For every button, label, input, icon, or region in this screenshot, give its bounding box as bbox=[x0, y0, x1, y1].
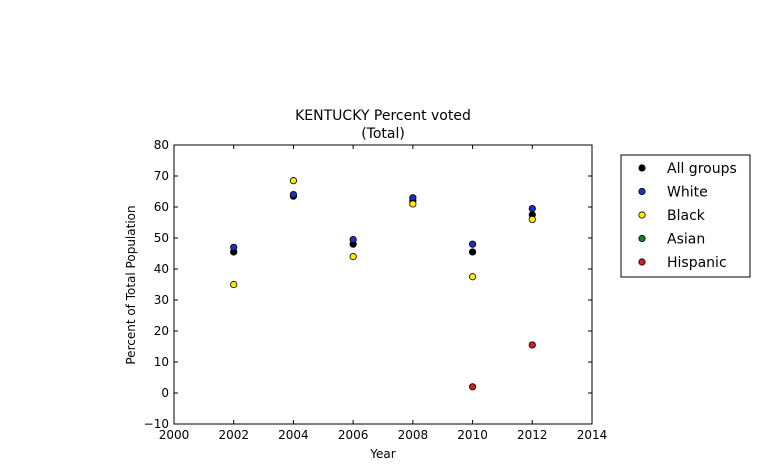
point-hispanic bbox=[468, 383, 477, 391]
y-tick-label: 0 bbox=[161, 386, 169, 400]
y-tick-label: 30 bbox=[154, 293, 169, 307]
y-tick-label: 70 bbox=[154, 169, 169, 183]
plot-area bbox=[173, 144, 593, 425]
legend-label-hispanic: Hispanic bbox=[667, 255, 727, 271]
y-axis-label: Percent of Total Population bbox=[124, 205, 138, 364]
y-tick-label: −10 bbox=[144, 417, 169, 431]
x-tick-label: 2014 bbox=[577, 428, 608, 442]
legend: All groups White Black Asian Hispanic bbox=[620, 154, 751, 278]
y-tick-label: 20 bbox=[154, 324, 169, 338]
point-black bbox=[528, 215, 536, 223]
point-white bbox=[468, 240, 477, 248]
x-tick-label: 2012 bbox=[517, 428, 548, 442]
point-white bbox=[528, 204, 536, 213]
point-hispanic bbox=[528, 341, 536, 349]
legend-marker-asian bbox=[638, 234, 646, 243]
point-black bbox=[468, 273, 477, 281]
legend-label-all-groups: All groups bbox=[667, 161, 737, 177]
x-axis: 2000 2002 2004 2006 2008 2010 2012 2014 bbox=[159, 145, 608, 442]
point-white bbox=[230, 243, 238, 251]
point-black bbox=[349, 253, 357, 261]
legend-marker-black bbox=[638, 211, 646, 219]
point-white bbox=[349, 235, 357, 244]
x-tick-label: 2004 bbox=[278, 428, 309, 442]
y-tick-label: 80 bbox=[154, 138, 169, 152]
legend-label-asian: Asian bbox=[667, 232, 705, 248]
x-tick-label: 2010 bbox=[457, 428, 488, 442]
point-all-groups bbox=[468, 248, 477, 256]
x-axis-label: Year bbox=[369, 447, 395, 461]
point-white bbox=[409, 194, 417, 202]
point-white bbox=[289, 191, 298, 199]
point-black bbox=[230, 280, 238, 289]
legend-marker-hispanic bbox=[638, 258, 646, 266]
data-points bbox=[230, 177, 536, 391]
x-tick-label: 2002 bbox=[218, 428, 249, 442]
y-tick-label: 40 bbox=[154, 262, 169, 276]
point-black bbox=[289, 177, 298, 185]
chart-title: KENTUCKY Percent voted bbox=[295, 108, 471, 124]
point-black bbox=[409, 200, 417, 208]
y-tick-label: 10 bbox=[154, 355, 169, 369]
y-tick-label: 60 bbox=[154, 200, 169, 214]
y-axis: −10 0 10 20 30 40 50 60 70 80 bbox=[144, 138, 592, 431]
legend-marker-white bbox=[638, 187, 646, 196]
y-tick-label: 50 bbox=[154, 231, 169, 245]
chart-subtitle: (Total) bbox=[361, 126, 405, 142]
legend-label-black: Black bbox=[667, 208, 706, 224]
x-tick-label: 2008 bbox=[398, 428, 429, 442]
x-tick-label: 2006 bbox=[338, 428, 369, 442]
legend-marker-all-groups bbox=[638, 164, 646, 172]
legend-label-white: White bbox=[667, 185, 708, 201]
x-tick-label: 2000 bbox=[159, 428, 190, 442]
